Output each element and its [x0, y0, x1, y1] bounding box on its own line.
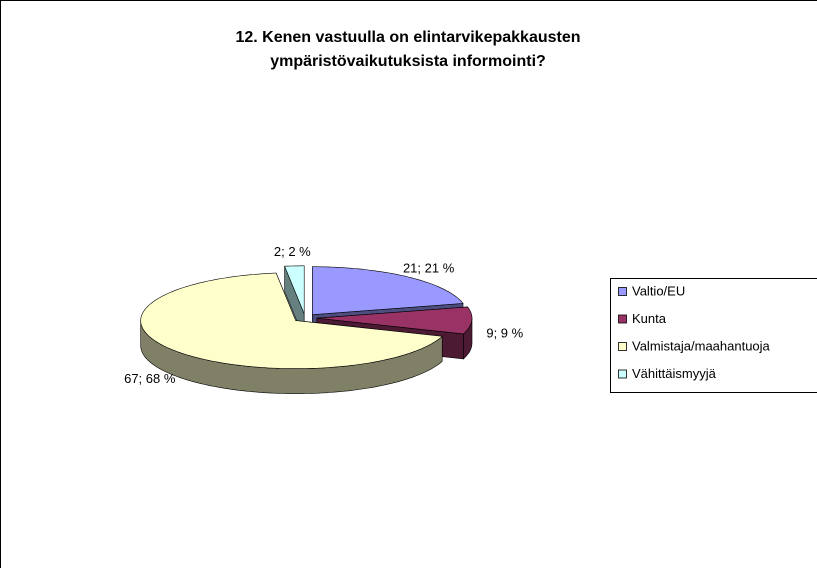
legend-label: Kunta	[632, 311, 667, 326]
legend-label: Valtio/EU	[632, 283, 685, 298]
slice	[284, 265, 305, 314]
legend-swatch	[618, 342, 627, 351]
legend-swatch	[618, 369, 627, 379]
slice	[316, 306, 473, 335]
legend-swatch	[618, 314, 627, 324]
slice	[312, 266, 464, 316]
slice	[140, 272, 443, 369]
legend-box	[610, 278, 817, 393]
chart-title: 12. Kenen vastuulla on elintarvikepakkau…	[235, 29, 580, 46]
legend-label: Vähittäismyyjä	[632, 366, 717, 381]
data-label: 9; 9 %	[486, 326, 523, 341]
data-label: 67; 68 %	[124, 371, 176, 386]
chart-title: ympäristövaikutuksista informointi?	[270, 53, 546, 70]
data-label: 2; 2 %	[274, 244, 311, 259]
legend-swatch	[618, 287, 627, 296]
data-label: 21; 21 %	[403, 261, 455, 276]
legend-label: Valmistaja/maahantuoja	[632, 338, 771, 353]
